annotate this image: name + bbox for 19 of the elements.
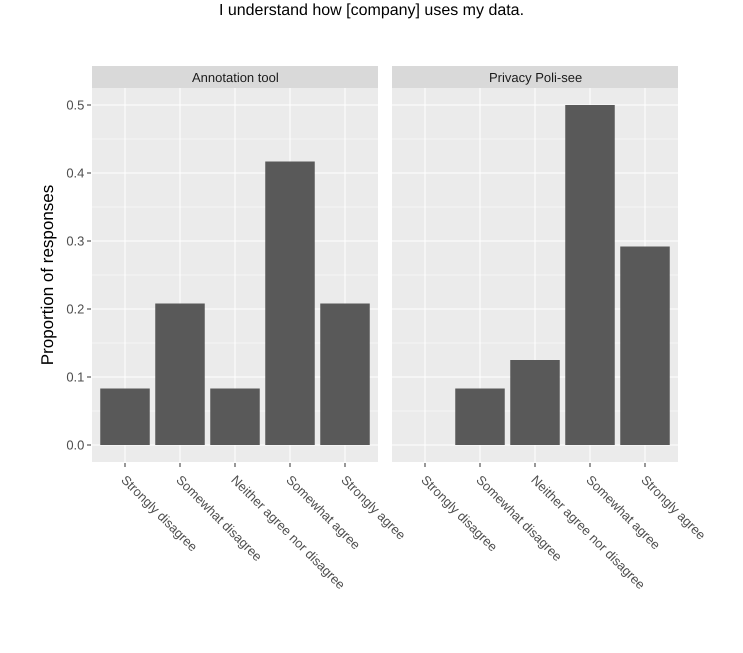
y-tick-label: 0.5 (66, 98, 84, 113)
bar (620, 246, 670, 445)
bar (510, 360, 560, 445)
bar (455, 388, 505, 445)
y-axis-title: Proportion of responses (38, 184, 57, 366)
bar (210, 388, 260, 445)
bar (100, 388, 150, 445)
y-tick-label: 0.1 (66, 370, 84, 385)
chart-subtitle: Annotation tool (192, 70, 279, 85)
y-tick-label: 0.2 (66, 302, 84, 317)
y-tick-label: 0.3 (66, 234, 84, 249)
y-tick-label: 0.4 (66, 166, 84, 181)
bar (320, 304, 370, 445)
chart-subtitle: Privacy Poli-see (489, 70, 582, 85)
bar (565, 105, 615, 445)
chart-title: I understand how [company] uses my data. (218, 2, 526, 20)
y-tick-label: 0.0 (66, 438, 84, 453)
bar (155, 304, 205, 445)
bar (265, 161, 315, 445)
